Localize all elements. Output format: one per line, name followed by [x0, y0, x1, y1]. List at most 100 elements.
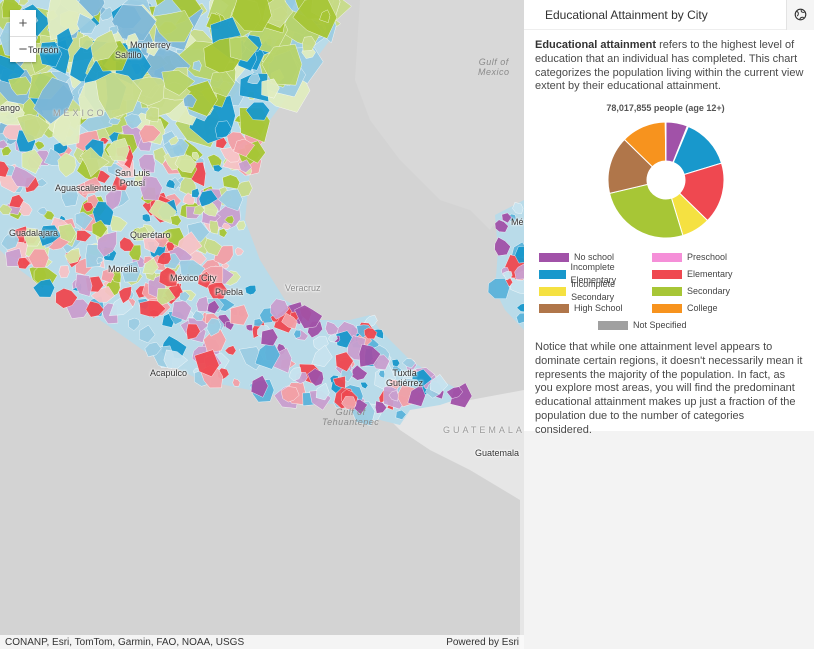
zoom-control: + −: [10, 10, 36, 62]
map-region: [56, 27, 74, 51]
map-region: [327, 333, 338, 343]
map-region: [90, 286, 115, 303]
map-region: [311, 344, 333, 367]
map-region: [230, 304, 249, 326]
map-region: [121, 260, 141, 283]
map-region: [192, 310, 205, 322]
map-region: [156, 252, 172, 265]
map-region: [131, 226, 151, 242]
map-region: [401, 358, 416, 368]
legend-label: No school: [574, 251, 615, 262]
map-region: [8, 76, 32, 96]
map-region: [0, 139, 9, 149]
label-acapulco: Acapulco: [150, 368, 188, 378]
label-guadalajara: Guadalajara: [9, 228, 59, 238]
pie-slice-secondary[interactable]: [608, 183, 684, 239]
map-region: [95, 72, 142, 120]
map-region: [229, 36, 259, 62]
map-region: [78, 34, 95, 50]
legend-label: Incomplete Secondary: [571, 278, 616, 303]
zoom-out-button[interactable]: −: [10, 36, 36, 62]
map-region: [139, 324, 156, 344]
map-region: [191, 152, 200, 161]
legend-item-no-school[interactable]: No school: [539, 251, 652, 265]
map-region: [307, 368, 324, 387]
map-region: [144, 342, 162, 358]
map-region: [232, 378, 241, 387]
map-region: [358, 343, 381, 368]
map-region: [58, 223, 77, 243]
map-region: [38, 224, 62, 247]
map-region: [245, 101, 271, 121]
legend-label: College: [687, 302, 718, 313]
legend-label: Incomplete Elementary: [570, 261, 617, 286]
map-region: [302, 36, 317, 52]
legend-item-elementary[interactable]: Elementary: [652, 268, 733, 282]
map-region: [119, 236, 135, 252]
map-region: [151, 10, 194, 43]
legend-row: Not Specified: [535, 317, 804, 334]
legend-item-incomplete-elementary[interactable]: Incomplete Elementary: [539, 261, 652, 289]
zoom-in-button[interactable]: +: [18, 14, 28, 32]
label-mexico-city: México City: [170, 273, 217, 283]
legend-item-not-specified[interactable]: Not Specified: [598, 319, 687, 333]
legend-item-incomplete-secondary[interactable]: Incomplete Secondary: [539, 278, 652, 306]
map-region: [43, 147, 63, 166]
map-region: [212, 164, 224, 173]
map-region: [261, 78, 280, 99]
map-region: [250, 375, 269, 398]
map-region: [0, 204, 13, 215]
map-region: [85, 300, 105, 318]
legend-item-high-school[interactable]: High School: [539, 302, 652, 316]
label-merida-partial: Mé: [511, 217, 524, 227]
powered-by-esri-link[interactable]: Powered by Esri: [446, 636, 519, 648]
map-view[interactable]: + − Torreón Monterrey Saltillo Gulf of M…: [0, 0, 524, 649]
label-tuxtla-gutierrez: Tuxtla Gutiérrez: [386, 368, 424, 388]
map-region: [33, 77, 74, 125]
map-region: [57, 152, 77, 178]
map-region: [139, 300, 166, 317]
map-region: [196, 296, 209, 313]
map-region: [118, 286, 132, 304]
label-queretaro: Querétaro: [130, 230, 171, 240]
map-region: [270, 298, 289, 320]
map-region: [238, 159, 252, 173]
map-region: [429, 374, 449, 395]
legend-row: Incomplete Elementary Elementary: [535, 262, 804, 285]
side-panel: Educational Attainment by City Education…: [524, 0, 814, 649]
map-region: [221, 222, 231, 230]
map-region: [145, 106, 159, 123]
map-region: [74, 211, 94, 231]
map-region: [363, 327, 378, 340]
map-region: [111, 4, 157, 41]
map-region: [224, 215, 235, 225]
legend-item-preschool[interactable]: Preschool: [652, 251, 727, 265]
map-region: [192, 60, 202, 72]
map-region: [245, 324, 254, 332]
map-region: [236, 220, 246, 231]
map-region: [158, 266, 178, 287]
map-region: [502, 271, 513, 281]
chart-legend: No school Preschool Incomplete Elementary E…: [535, 249, 804, 334]
map-region: [222, 174, 240, 190]
attainment-pie-chart[interactable]: [606, 120, 726, 240]
map-region: [146, 40, 159, 57]
legend-item-secondary[interactable]: Secondary: [652, 285, 730, 299]
map-region: [105, 189, 122, 211]
collapse-button[interactable]: [786, 0, 814, 30]
legend-label: High School: [574, 302, 623, 313]
pie-slice-not-specified[interactable]: [664, 121, 666, 162]
map-region: [332, 375, 346, 389]
map-region: [16, 113, 51, 143]
legend-row: No school Preschool: [535, 249, 804, 266]
map-region: [143, 237, 160, 254]
map-region: [82, 176, 103, 195]
map-region: [109, 215, 128, 232]
label-saltillo: Saltillo: [115, 50, 142, 60]
map-region: [388, 379, 402, 390]
legend-swatch: [598, 320, 628, 330]
legend-item-college[interactable]: College: [652, 302, 718, 316]
map-region: [39, 41, 63, 68]
outro-text: Notice that while one attainment level a…: [535, 340, 803, 436]
map-region: [197, 271, 213, 289]
